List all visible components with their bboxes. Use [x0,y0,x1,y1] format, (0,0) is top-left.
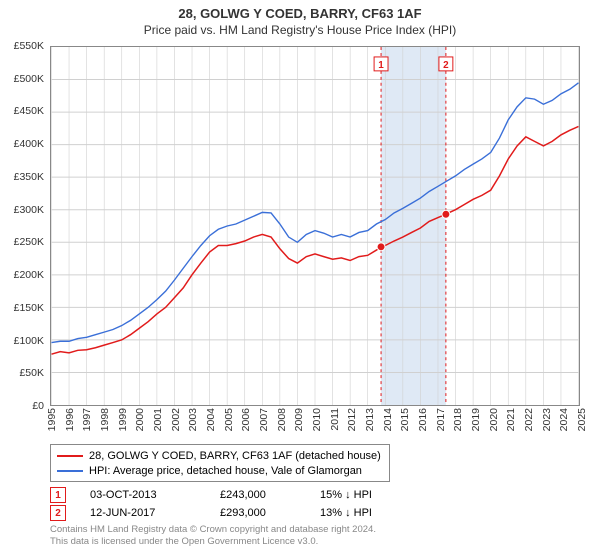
x-axis-tick-label: 2021 [505,408,517,431]
marker-badge: 1 [50,487,66,503]
legend-item: HPI: Average price, detached house, Vale… [57,463,381,478]
y-axis-tick-label: £50K [0,367,44,379]
y-axis-tick-label: £250K [0,236,44,248]
x-axis-tick-label: 2002 [170,408,182,431]
table-row: 1 03-OCT-2013 £243,000 15% ↓ HPI [50,486,450,504]
chart-area: 12 £0£50K£100K£150K£200K£250K£300K£350K£… [50,46,580,406]
transaction-date: 12-JUN-2017 [90,507,220,519]
x-axis-tick-label: 1997 [81,408,93,431]
x-axis-tick-label: 2012 [346,408,358,431]
x-axis-tick-label: 1995 [46,408,58,431]
chart-subtitle: Price paid vs. HM Land Registry's House … [0,21,600,41]
transaction-date: 03-OCT-2013 [90,489,220,501]
transactions-table: 1 03-OCT-2013 £243,000 15% ↓ HPI 2 12-JU… [50,486,450,522]
x-axis-tick-label: 2020 [488,408,500,431]
chart-container: 28, GOLWG Y COED, BARRY, CF63 1AF Price … [0,0,600,560]
footer-line: Contains HM Land Registry data © Crown c… [50,524,376,536]
x-axis-tick-label: 2022 [523,408,535,431]
x-axis-tick-label: 2007 [258,408,270,431]
y-axis-tick-label: £0 [0,400,44,412]
svg-text:2: 2 [443,60,449,71]
y-axis-tick-label: £400K [0,138,44,150]
x-axis-tick-label: 2016 [417,408,429,431]
x-axis-tick-label: 2018 [452,408,464,431]
transaction-price: £243,000 [220,489,320,501]
x-axis-tick-label: 1999 [117,408,129,431]
x-axis-tick-label: 2004 [205,408,217,431]
x-axis-tick-label: 2024 [558,408,570,431]
y-axis-tick-label: £350K [0,171,44,183]
transaction-price: £293,000 [220,507,320,519]
marker-badge: 2 [50,505,66,521]
chart-title: 28, GOLWG Y COED, BARRY, CF63 1AF [0,0,600,21]
x-axis-tick-label: 2009 [293,408,305,431]
legend: 28, GOLWG Y COED, BARRY, CF63 1AF (detac… [50,444,390,482]
transaction-pct: 13% ↓ HPI [320,507,450,519]
transaction-pct: 15% ↓ HPI [320,489,450,501]
x-axis-tick-label: 2001 [152,408,164,431]
y-axis-tick-label: £300K [0,204,44,216]
x-axis-tick-label: 2014 [382,408,394,431]
y-axis-tick-label: £150K [0,302,44,314]
y-axis-tick-label: £500K [0,73,44,85]
chart-plot: 12 [50,46,580,406]
legend-item: 28, GOLWG Y COED, BARRY, CF63 1AF (detac… [57,448,381,463]
y-axis-tick-label: £100K [0,335,44,347]
x-axis-tick-label: 2000 [134,408,146,431]
y-axis-tick-label: £450K [0,105,44,117]
x-axis-tick-label: 2006 [240,408,252,431]
x-axis-tick-label: 2010 [311,408,323,431]
svg-text:1: 1 [378,60,384,71]
footer-line: This data is licensed under the Open Gov… [50,536,376,548]
x-axis-tick-label: 2013 [364,408,376,431]
x-axis-tick-label: 2008 [276,408,288,431]
x-axis-tick-label: 2025 [576,408,588,431]
legend-swatch [57,470,83,472]
y-axis-tick-label: £200K [0,269,44,281]
x-axis-tick-label: 1998 [99,408,111,431]
x-axis-tick-label: 1996 [64,408,76,431]
legend-label: 28, GOLWG Y COED, BARRY, CF63 1AF (detac… [89,450,381,462]
footer-attribution: Contains HM Land Registry data © Crown c… [50,524,376,549]
x-axis-tick-label: 2005 [223,408,235,431]
x-axis-tick-label: 2015 [399,408,411,431]
x-axis-tick-label: 2019 [470,408,482,431]
x-axis-tick-label: 2023 [541,408,553,431]
x-axis-tick-label: 2003 [187,408,199,431]
x-axis-tick-label: 2011 [329,408,341,431]
y-axis-tick-label: £550K [0,40,44,52]
x-axis-tick-label: 2017 [435,408,447,431]
legend-label: HPI: Average price, detached house, Vale… [89,465,362,477]
legend-swatch [57,455,83,457]
table-row: 2 12-JUN-2017 £293,000 13% ↓ HPI [50,504,450,522]
